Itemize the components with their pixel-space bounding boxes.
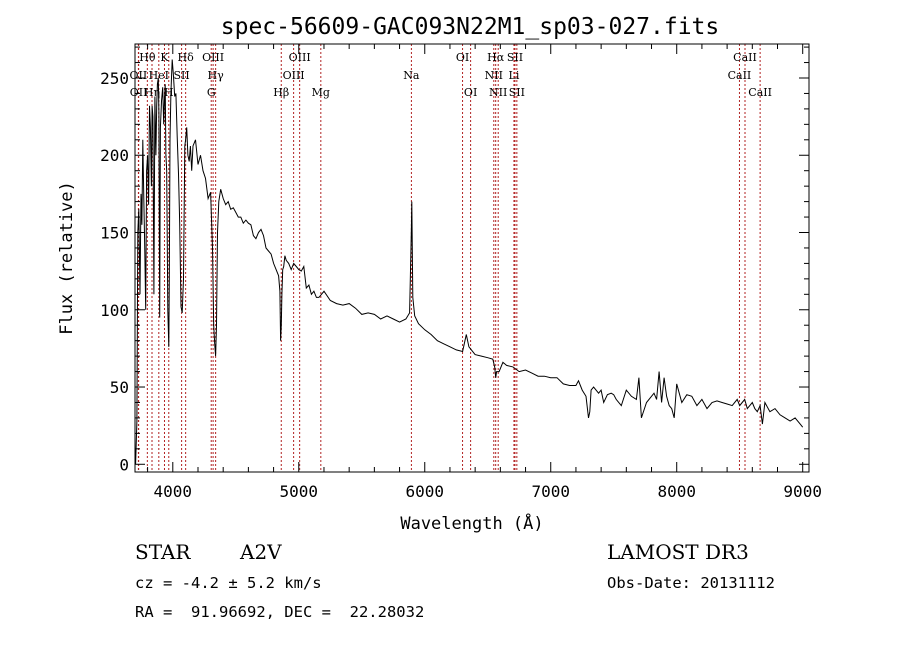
line-label: SII: [173, 69, 189, 82]
plot-frame: [134, 43, 810, 473]
line-label: Hη: [144, 86, 160, 99]
line-label: OII: [130, 69, 148, 82]
line-label: OIII: [289, 51, 311, 64]
line-label: NII: [485, 69, 503, 82]
y-tick-label: 150: [100, 224, 129, 243]
x-tick-label: 4000: [154, 482, 193, 501]
x-tick-label: 5000: [280, 482, 319, 501]
spectrum-line: [135, 59, 804, 465]
y-tick-label: 250: [100, 69, 129, 88]
object-subclass: A2V: [240, 540, 282, 564]
coordinates: RA = 91.96692, DEC = 22.28032: [135, 603, 425, 621]
y-tick-label: 0: [119, 455, 129, 474]
x-tick-label: 7000: [531, 482, 570, 501]
x-tick-label: 9000: [783, 482, 822, 501]
line-label: OI: [456, 51, 469, 64]
line-label: Mg: [312, 86, 330, 99]
y-tick-label: 200: [100, 146, 129, 165]
line-label: NII: [489, 86, 507, 99]
object-class: STAR: [135, 540, 191, 564]
observation-date: Obs-Date: 20131112: [607, 574, 775, 592]
line-label: CaII: [733, 51, 757, 64]
survey-name: LAMOST DR3: [607, 540, 749, 564]
x-tick-label: 6000: [405, 482, 444, 501]
line-label: Li: [509, 69, 520, 82]
y-tick-label: 100: [100, 301, 129, 320]
line-label: G: [207, 86, 216, 99]
line-label: OIII: [283, 69, 305, 82]
line-label: SII: [509, 86, 525, 99]
chart-title: spec-56609-GAC093N22M1_sp03-027.fits: [221, 14, 720, 40]
x-tick-label: 8000: [657, 482, 696, 501]
line-label: Hα: [487, 51, 505, 64]
x-axis-label: Wavelength (Å): [400, 512, 543, 534]
redshift-value: cz = -4.2 ± 5.2 km/s: [135, 574, 322, 592]
line-label: Hθ: [139, 51, 156, 64]
line-label: Hδ: [178, 51, 195, 64]
line-label: SII: [507, 51, 523, 64]
line-label: OII: [130, 86, 148, 99]
line-label: OIII: [202, 51, 224, 64]
spectral-line-markers: [137, 44, 761, 472]
axis-ticks: 4000 5000 6000 7000 8000 9000 0 50 100 150 200 250: [100, 44, 822, 501]
line-label: OI: [464, 86, 477, 99]
line-label: K: [160, 51, 169, 64]
line-label: Hγ: [208, 69, 225, 82]
line-label: HeI: [149, 69, 169, 82]
line-label: Na: [403, 69, 420, 82]
y-tick-label: 50: [110, 378, 129, 397]
line-label: Hβ: [273, 86, 289, 99]
line-label: CaII: [748, 86, 772, 99]
line-label: CaII: [728, 69, 752, 82]
y-axis-label: Flux (relative): [57, 181, 77, 335]
line-label: H: [164, 86, 174, 99]
